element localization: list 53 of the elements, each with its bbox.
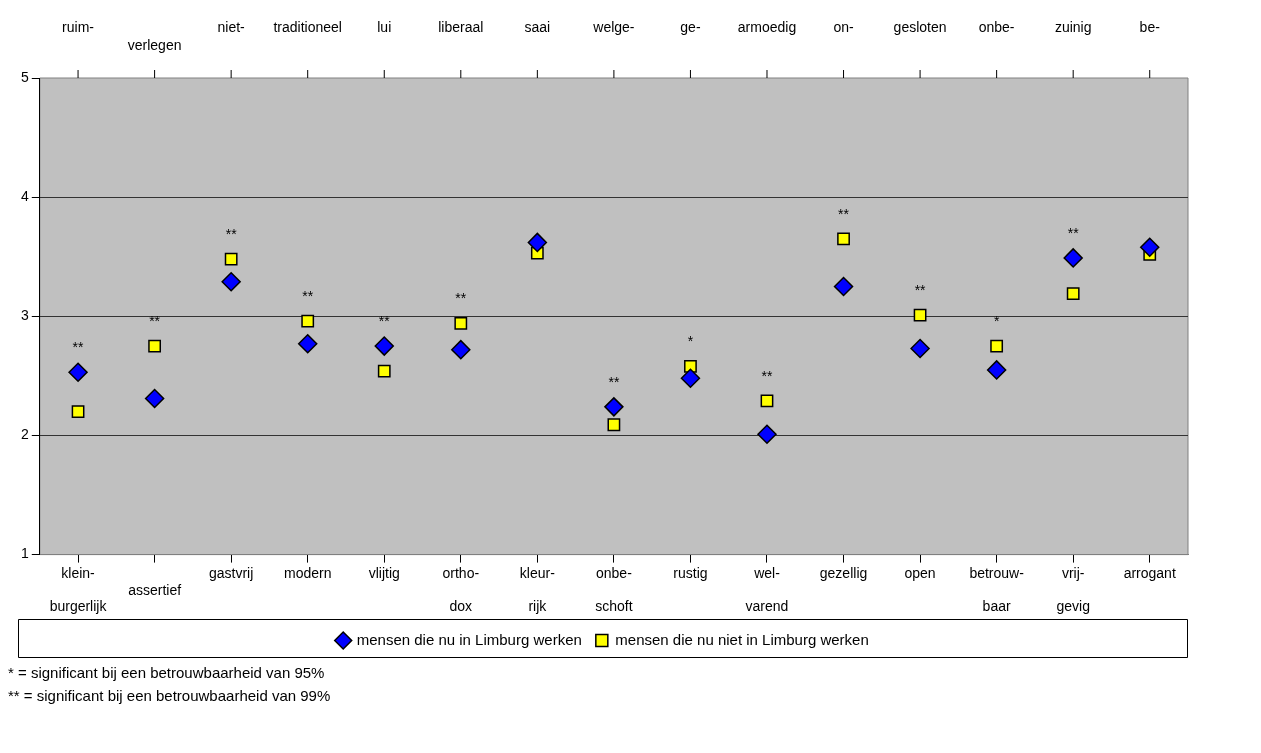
text: liberaal [438,18,484,35]
text: lui [377,18,392,35]
text: on- [833,18,854,35]
x-tick-label: assertief [128,581,182,598]
text: ruim- [62,18,95,35]
annotation: ** [608,373,620,390]
y-tick-label: 4 [20,188,29,205]
annotation: ** [149,312,161,329]
x-tick-label: vlijtig [368,564,400,581]
x-tick-label: modern [283,564,332,581]
category-label: betrouw- baar [969,564,1024,615]
annotation: * [993,312,1000,329]
category-label: schoft [595,598,633,615]
annotation: ** [838,205,850,222]
category-label: kleur- rijk [519,564,555,615]
text: ** = significant bij een betrouwbaarheid van 99% [8,687,332,704]
text: * = significant bij een betrouwbaarheid van 95% [8,664,326,681]
annotation: ** [1067,224,1080,241]
text: saai [524,18,551,35]
x-tick-label: rustig [673,564,708,581]
annotation: ** [302,287,314,304]
annotation: ** [455,290,467,307]
text: niet- [217,18,246,35]
y-tick-label: 2 [20,426,29,443]
annotation: ** [72,339,85,356]
annotation: ** [225,225,238,242]
legend-label: mensen die nu in Limburg werken [356,630,582,648]
y-tick-label: 1 [20,545,29,562]
y-tick-label: 3 [20,307,29,324]
annotation: * [687,333,694,350]
category-label: klein- burgerlijk [49,564,107,615]
x-tick-label: arrogant [1123,564,1176,581]
category-label: wel- varend [745,564,789,615]
text: welge- [592,18,635,35]
text: ge- [680,18,701,35]
text: zuinig [1054,18,1092,35]
category-label: vrij- gevig [1056,564,1090,615]
text: verlegen [127,36,182,53]
category-label: ortho- dox [442,564,480,615]
y-tick-label: 5 [20,68,29,85]
text: gesloten [893,18,947,35]
text: traditioneel [273,18,342,35]
text: be- [1139,18,1161,35]
x-tick-label: open [904,564,936,581]
annotation: ** [761,367,773,384]
annotation: ** [914,281,927,298]
text: armoedig [737,18,797,35]
x-tick-label: gastvrij [208,564,254,581]
text: onbe- [595,564,633,581]
x-tick-label: gezellig [819,564,868,581]
text: onbe- [978,18,1015,35]
legend-label: mensen die nu niet in Limburg werken [615,630,869,648]
annotation: ** [378,312,391,329]
